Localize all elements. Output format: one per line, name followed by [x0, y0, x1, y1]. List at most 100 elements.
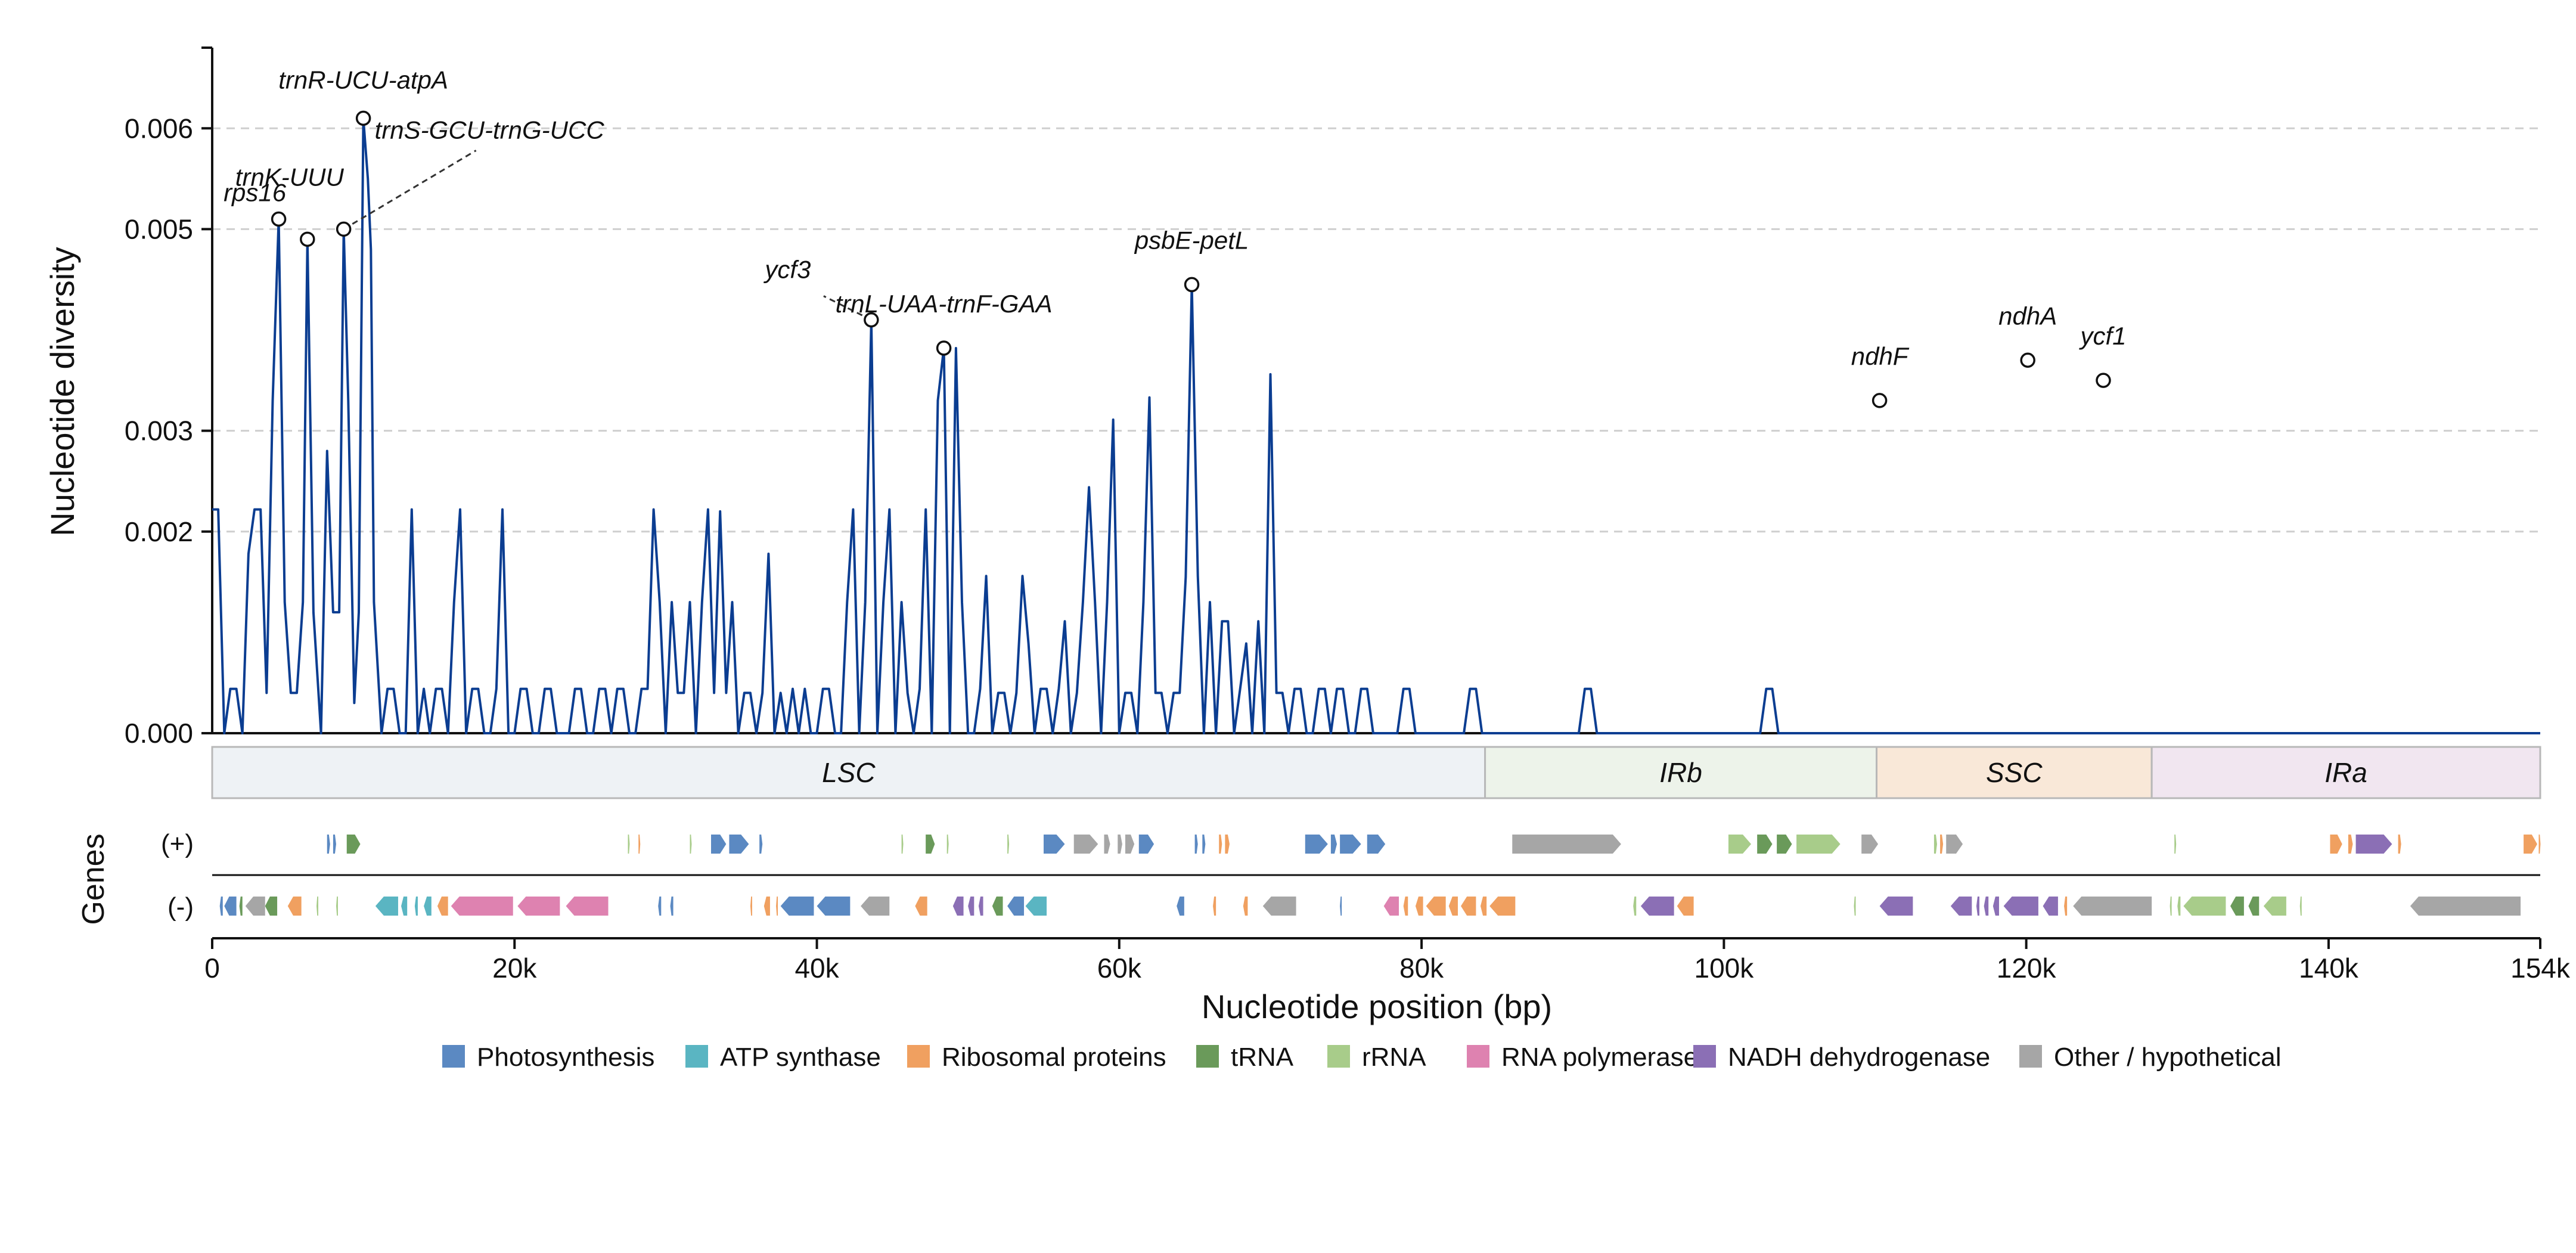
region-ira — [2150, 746, 2541, 799]
gene-plus-strand — [946, 835, 949, 854]
x-tick-label: 154k — [2510, 953, 2571, 984]
gene-minus-strand — [401, 897, 408, 916]
gene-plus-strand — [1125, 835, 1135, 854]
y-tick-label: 0.006 — [125, 113, 193, 144]
gene-minus-strand — [1677, 897, 1694, 916]
gene-plus-strand — [1861, 835, 1879, 854]
peak-label: ndhA — [1998, 302, 2057, 330]
legend-swatch — [907, 1045, 930, 1068]
peak-label: ycf3 — [763, 256, 811, 284]
gene-minus-strand — [1976, 897, 1980, 916]
gene-minus-strand — [2064, 897, 2068, 916]
gene-plus-strand — [2330, 835, 2342, 854]
gene-minus-strand — [1992, 897, 1999, 916]
region-ssc — [1876, 746, 2153, 799]
peak-label: ndhF — [1851, 342, 1910, 370]
gene-plus-strand — [2538, 835, 2541, 854]
gene-minus-strand — [1007, 897, 1025, 916]
gene-minus-strand — [265, 897, 278, 916]
y-axis-label: Nucleotide diversity — [44, 247, 81, 536]
peak-marker — [2020, 352, 2035, 368]
legend-swatch — [442, 1045, 465, 1068]
peak-leader-line — [823, 295, 872, 321]
gene-minus-strand — [451, 897, 513, 916]
legend-label: RNA polymerase — [1501, 1043, 1698, 1072]
gene-minus-strand — [1640, 897, 1674, 916]
gene-plus-strand — [1202, 835, 1206, 854]
gene-minus-strand — [566, 897, 609, 916]
gene-minus-strand — [658, 897, 662, 916]
x-tick-label: 20k — [492, 953, 537, 984]
gene-minus-strand — [414, 897, 418, 916]
gene-minus-strand — [968, 897, 974, 916]
gene-plus-strand — [2524, 835, 2537, 854]
gene-minus-strand — [287, 897, 302, 916]
peak-label: rps16 — [224, 179, 287, 207]
peak-label: trnK-UUU — [235, 163, 344, 191]
y-tick-label: 0.005 — [125, 213, 193, 244]
gene-plus-strand — [1305, 835, 1328, 854]
x-tick-label: 40k — [794, 953, 839, 984]
gene-plus-strand — [1194, 835, 1198, 854]
gene-minus-strand — [1489, 897, 1516, 916]
gene-plus-strand — [1044, 835, 1065, 854]
gene-minus-strand — [764, 897, 770, 916]
gene-plus-strand — [1946, 835, 1963, 854]
region-label: IRa — [2324, 757, 2367, 788]
legend-swatch — [1467, 1045, 1489, 1068]
gene-plus-strand — [1104, 835, 1110, 854]
gene-minus-strand — [316, 897, 319, 916]
gene-minus-strand — [1213, 897, 1216, 916]
gene-minus-strand — [336, 897, 338, 916]
gene-plus-strand — [1796, 835, 1841, 854]
gene-minus-strand — [2073, 897, 2152, 916]
gene-plus-strand — [638, 835, 641, 854]
peak-label: trnR-UCU-atpA — [278, 66, 448, 94]
peak-marker — [2096, 373, 2111, 388]
gene-minus-strand — [1340, 897, 1342, 916]
x-axis-label: Nucleotide position (bp) — [1202, 988, 1552, 1025]
gene-minus-strand — [375, 897, 398, 916]
gene-minus-strand — [2003, 897, 2038, 916]
gene-plus-strand — [1367, 835, 1386, 854]
y-tick-label: 0.000 — [125, 718, 193, 749]
y-tick-label: 0.002 — [125, 516, 193, 547]
gene-plus-strand — [327, 835, 330, 854]
gene-minus-strand — [2183, 897, 2226, 916]
x-tick-label: 60k — [1097, 953, 1142, 984]
region-label: SSC — [1986, 757, 2043, 788]
gene-minus-strand — [817, 897, 851, 916]
gene-plus-strand — [1118, 835, 1122, 854]
minus-strand-label: (-) — [167, 892, 194, 922]
gene-plus-strand — [1777, 835, 1792, 854]
peak-label: ycf1 — [2078, 322, 2126, 350]
legend-swatch — [1693, 1045, 1716, 1068]
gene-minus-strand — [1403, 897, 1408, 916]
legend-label: ATP synthase — [720, 1043, 881, 1072]
gene-plus-strand — [1073, 835, 1098, 854]
gene-minus-strand — [1426, 897, 1446, 916]
gene-plus-strand — [759, 835, 763, 854]
gene-plus-strand — [628, 835, 630, 854]
gene-minus-strand — [1262, 897, 1296, 916]
legend-swatch — [2019, 1045, 2042, 1068]
gene-minus-strand — [1879, 897, 1913, 916]
gene-minus-strand — [978, 897, 983, 916]
legend-swatch — [1196, 1045, 1219, 1068]
gene-plus-strand — [2348, 835, 2353, 854]
gene-minus-strand — [2299, 897, 2302, 916]
x-tick-label: 0 — [204, 953, 220, 984]
gene-plus-strand — [926, 835, 935, 854]
gene-minus-strand — [437, 897, 448, 916]
legend-label: NADH dehydrogenase — [1728, 1043, 1990, 1072]
region-irb — [1484, 746, 1878, 799]
gene-minus-strand — [1025, 897, 1047, 916]
gene-minus-strand — [1481, 897, 1487, 916]
gene-plus-strand — [1330, 835, 1337, 854]
gene-plus-strand — [1512, 835, 1621, 854]
gene-minus-strand — [2230, 897, 2244, 916]
gene-minus-strand — [1854, 897, 1856, 916]
legend-label: rRNA — [1362, 1043, 1426, 1072]
gene-minus-strand — [2248, 897, 2260, 916]
region-lsc — [211, 746, 1486, 799]
